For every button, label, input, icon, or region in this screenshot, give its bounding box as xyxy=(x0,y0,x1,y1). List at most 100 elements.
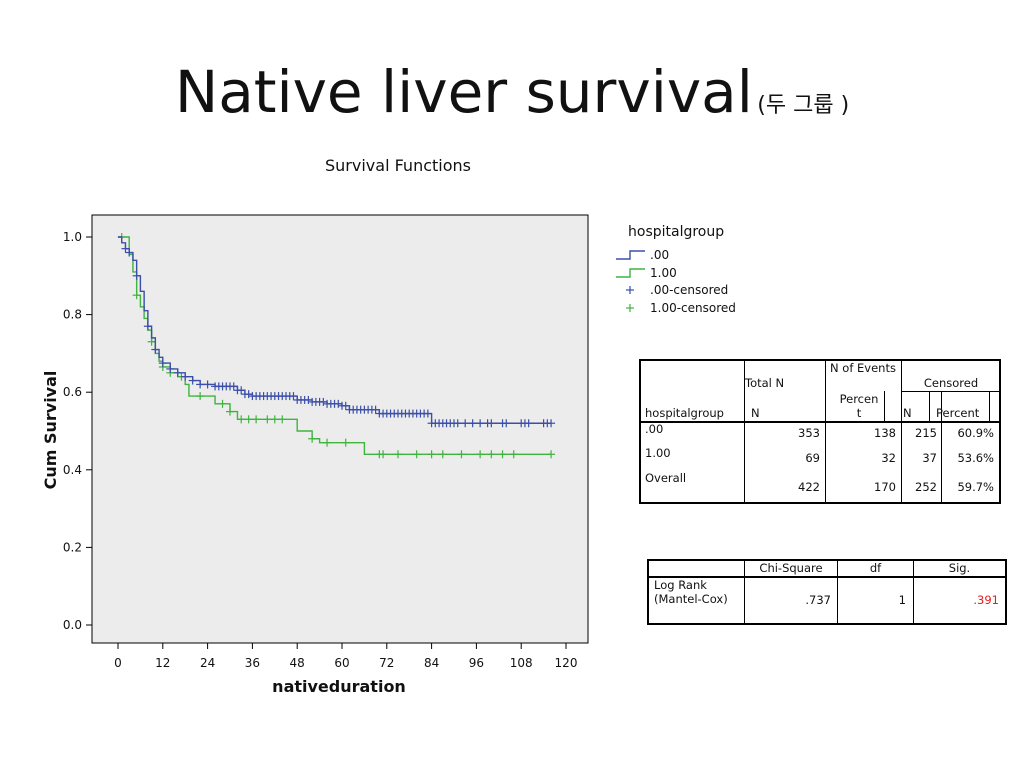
row-censored-n: 37 xyxy=(922,451,937,465)
censored-mark xyxy=(132,271,141,280)
censored-mark xyxy=(132,291,141,300)
y-tick-label: 1.0 xyxy=(63,230,82,244)
col-header-total-n: Total N xyxy=(745,376,785,390)
legend-line-swatch xyxy=(616,250,645,260)
row-censored-pct: 59.7% xyxy=(957,480,994,494)
row-label: 1.00 xyxy=(645,446,671,460)
log-rank-table: Chi-Square df Sig. Log Rank (Mantel-Cox)… xyxy=(647,559,1007,625)
censored-mark xyxy=(151,345,160,354)
censored-mark xyxy=(394,450,402,459)
legend-entry: 1.00 xyxy=(616,266,677,280)
legend-entry: 1.00-censored xyxy=(626,301,736,315)
legend: hospitalgroup .00 1.00 .00-censored 1.00-ce… xyxy=(616,224,736,315)
censored-mark xyxy=(196,392,205,401)
col-header-chi-square: Chi-Square xyxy=(759,561,823,575)
legend-label: 1.00 xyxy=(650,266,677,280)
censored-mark xyxy=(412,450,421,459)
row-events: 32 xyxy=(881,451,896,465)
legend-line-swatch xyxy=(616,268,645,278)
legend-plus-swatch xyxy=(626,304,634,312)
censored-mark xyxy=(524,419,533,428)
y-tick-label: 0.4 xyxy=(63,463,82,477)
censored-mark xyxy=(334,399,343,408)
x-tick-label: 96 xyxy=(469,656,484,670)
censored-mark xyxy=(438,450,447,459)
censored-mark xyxy=(196,380,205,389)
censored-mark xyxy=(244,415,253,424)
x-tick-label: 60 xyxy=(334,656,349,670)
legend-plus-swatch xyxy=(626,286,634,294)
chart-title: Survival Functions xyxy=(325,156,471,175)
censored-mark xyxy=(252,415,261,424)
legend-entry: .00-censored xyxy=(626,283,728,297)
censored-mark xyxy=(341,401,350,410)
censored-mark xyxy=(476,419,485,428)
censored-mark xyxy=(203,380,212,389)
col-subheader-percent-1: Percen xyxy=(839,392,879,406)
df-value: 1 xyxy=(898,593,906,607)
censored-mark xyxy=(188,376,197,385)
legend-title: hospitalgroup xyxy=(628,224,724,240)
censored-mark xyxy=(509,450,518,459)
legend-entry: .00 xyxy=(616,248,669,262)
sig-value: .391 xyxy=(973,593,999,607)
y-tick-label: 0.8 xyxy=(63,308,82,322)
x-axis-label: nativeduration xyxy=(272,677,406,696)
plot-area xyxy=(91,214,589,644)
col-subheader-percent2: Percent xyxy=(936,406,980,420)
censored-mark xyxy=(229,382,238,391)
censored-mark xyxy=(244,390,253,399)
censored-mark xyxy=(323,438,332,447)
col-header-censored: Censored xyxy=(923,376,979,390)
censored-mark xyxy=(147,337,156,346)
x-tick-label: 0 xyxy=(114,656,122,670)
legend-label: .00 xyxy=(650,248,669,262)
censored-mark xyxy=(158,359,167,368)
censored-mark xyxy=(468,419,477,428)
censored-mark xyxy=(173,368,182,377)
x-tick-label: 72 xyxy=(379,656,394,670)
col-header-n-of-events: N of Events xyxy=(830,361,896,375)
censored-mark xyxy=(487,450,496,459)
censored-mark xyxy=(237,415,246,424)
axes: 0 12 24 36 48 60 72 84 96 108 120 0.0 0.2 0.4 0.6 0.8 1.… xyxy=(63,230,578,670)
censored-mark xyxy=(379,450,388,459)
censored-mark xyxy=(453,419,462,428)
censored-mark xyxy=(237,386,246,395)
x-tick-label: 108 xyxy=(510,656,533,670)
row-label-log-rank: Log Rank xyxy=(654,578,707,592)
x-tick-label: 36 xyxy=(245,656,260,670)
censored-mark xyxy=(341,438,350,447)
x-tick-label: 12 xyxy=(155,656,170,670)
censored-mark xyxy=(461,419,470,428)
slide-title-main: Native liver survival xyxy=(174,58,753,126)
censored-mark xyxy=(278,415,287,424)
row-label: Overall xyxy=(645,471,687,485)
censored-mark xyxy=(371,405,380,414)
censored-mark xyxy=(319,397,328,406)
row-censored-pct: 60.9% xyxy=(957,426,994,440)
censored-mark xyxy=(547,419,556,428)
censored-mark xyxy=(547,450,556,459)
y-tick-label: 0.2 xyxy=(63,540,82,554)
chi-square-value: .737 xyxy=(805,593,831,607)
row-total: 69 xyxy=(805,451,820,465)
row-events: 170 xyxy=(874,480,896,494)
censored-mark xyxy=(289,392,298,401)
censored-mark xyxy=(166,364,175,373)
censored-mark xyxy=(476,450,485,459)
censored-mark xyxy=(498,450,507,459)
col-header-hospitalgroup: hospitalgroup xyxy=(645,406,724,420)
censored-mark xyxy=(304,395,313,404)
col-header-sig: Sig. xyxy=(948,561,971,575)
row-total: 422 xyxy=(798,480,820,494)
legend-label: 1.00-censored xyxy=(650,301,736,315)
x-tick-label: 120 xyxy=(555,656,578,670)
row-censored-n: 215 xyxy=(915,426,937,440)
row-label-mantel-cox: (Mantel-Cox) xyxy=(654,592,728,606)
col-subheader-percent-2: t xyxy=(856,406,862,420)
censored-mark xyxy=(125,248,134,257)
col-header-df: df xyxy=(869,561,882,575)
censored-mark xyxy=(270,415,279,424)
row-label: .00 xyxy=(645,422,664,436)
